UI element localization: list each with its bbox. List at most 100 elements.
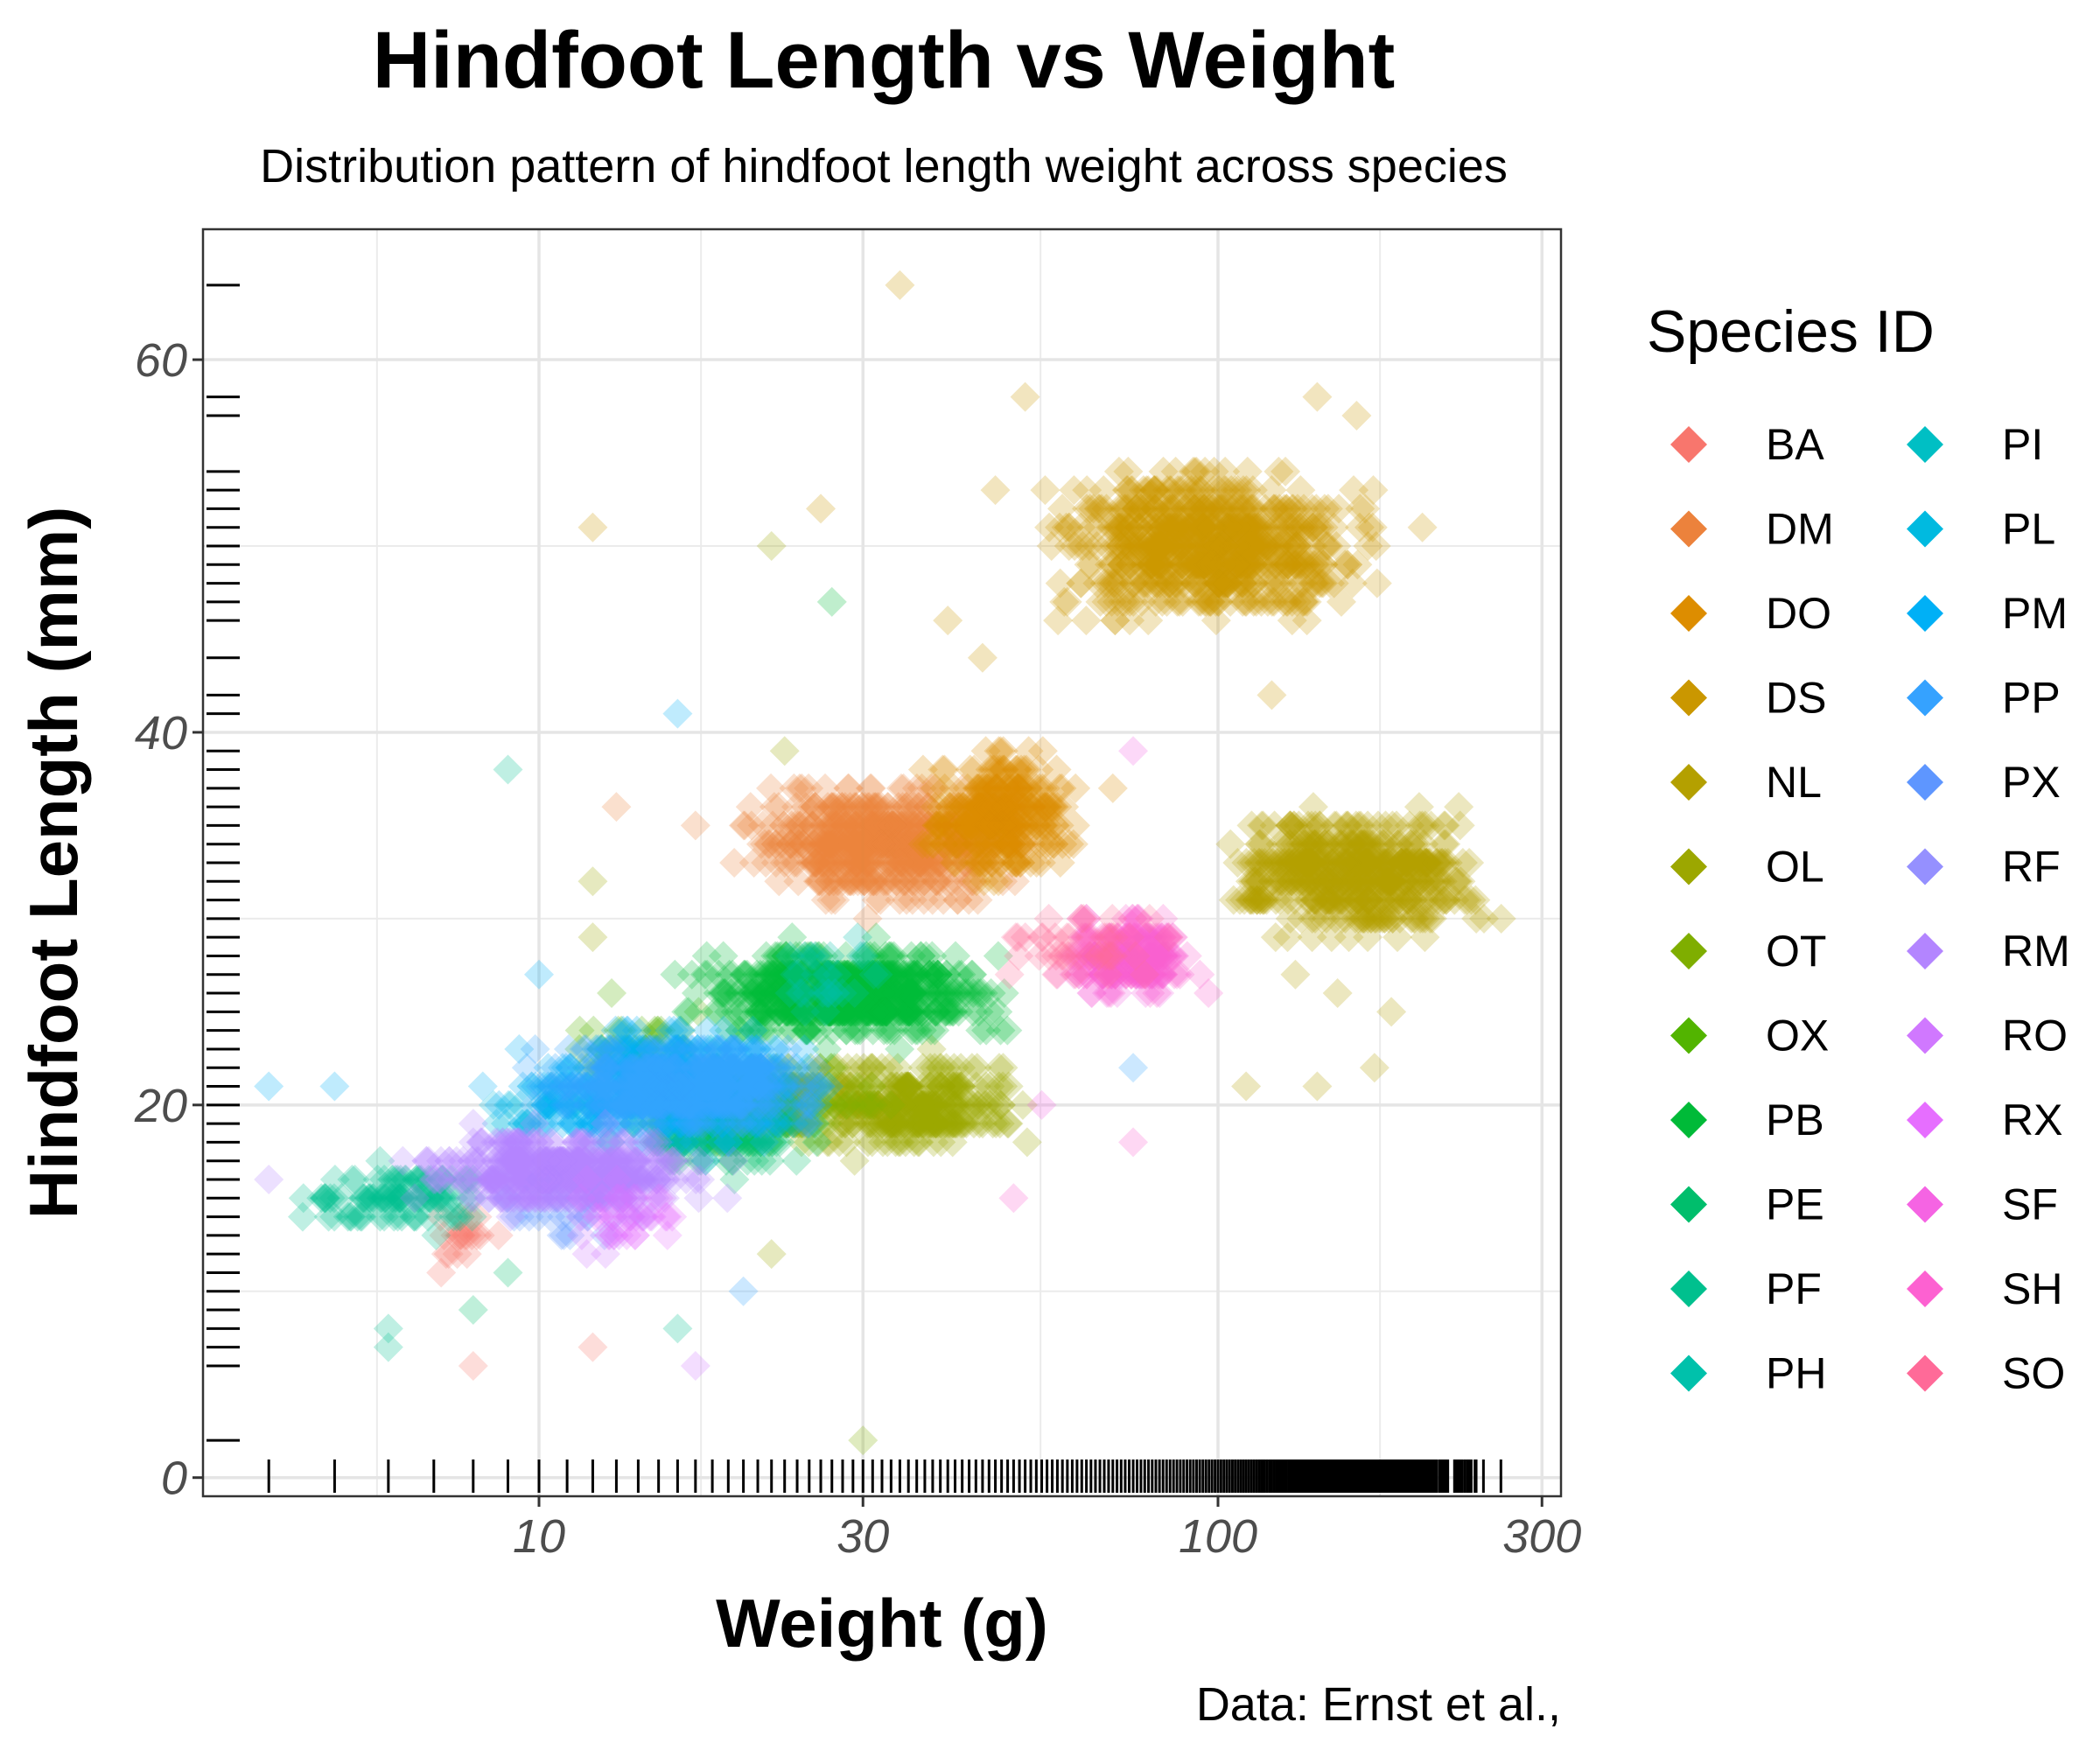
data-point [1000,848,1031,878]
data-point [783,829,814,859]
data-point [1144,550,1175,580]
data-point [850,829,880,859]
data-point [819,792,850,822]
data-point [820,885,850,915]
data-point [1204,568,1235,598]
data-point [817,848,848,878]
data-point [767,829,798,859]
data-point [886,848,916,878]
data-point [1002,810,1032,841]
data-point [972,792,1003,822]
data-point [802,848,832,878]
data-point [954,829,984,859]
data-point [1115,586,1145,617]
data-point [986,810,1017,841]
data-point [1004,792,1034,822]
data-point [812,829,843,859]
data-point [1159,494,1190,524]
data-point [1236,494,1266,524]
data-point [1175,550,1206,580]
data-point [997,773,1027,803]
data-point [822,866,852,897]
data-point [954,885,984,915]
data-point [1238,531,1269,561]
data-point [1027,810,1058,841]
data-point [836,866,866,897]
data-point [1036,792,1067,822]
data-point [887,792,918,822]
data-point [445,1201,476,1232]
data-point [857,848,887,878]
data-point [871,829,901,859]
data-point [875,829,906,859]
data-point [1089,568,1120,598]
data-point [925,810,956,841]
data-point [925,829,956,859]
data-point [975,810,1005,841]
data-point [941,829,971,859]
data-point [809,829,840,859]
data-point [1289,550,1320,580]
data-point [1015,810,1046,841]
data-point [1167,475,1198,506]
data-point [1031,829,1061,859]
data-point [785,810,816,841]
data-point [924,810,955,841]
data-point [899,810,929,841]
data-point [928,754,958,785]
data-point [913,792,943,822]
data-point [982,773,1012,803]
data-point [934,792,965,822]
data-point [445,1220,476,1250]
data-point [931,810,962,841]
data-point [815,829,845,859]
data-point [1118,1053,1149,1083]
data-point [914,829,944,859]
data-point [892,829,923,859]
data-point [817,829,848,859]
data-point [980,792,1011,822]
data-point [821,810,851,841]
data-point [821,810,851,841]
data-point [844,829,874,859]
data-point [981,829,1012,859]
data-point [899,810,929,841]
data-point [962,829,992,859]
data-point [884,829,914,859]
data-point [981,773,1012,803]
data-point [1003,773,1033,803]
data-point [961,810,991,841]
data-point [788,829,818,859]
data-point [892,792,922,822]
data-point [800,829,830,859]
data-point [319,1071,350,1102]
data-point [1047,829,1078,859]
data-point [1133,531,1164,561]
data-point [462,1220,493,1250]
data-point [782,810,813,841]
data-point [847,829,878,859]
data-point [843,866,873,897]
data-point [1116,475,1146,506]
data-point [1228,586,1258,617]
data-point [1039,792,1069,822]
data-point [852,829,883,859]
data-point [997,848,1027,878]
data-point [920,773,950,803]
series-dm [601,773,1040,934]
data-point [837,848,868,878]
data-point [971,810,1002,841]
data-point [808,848,839,878]
data-point [254,1165,284,1194]
data-point [842,848,872,878]
data-point [864,792,894,822]
data-point [760,829,791,859]
data-point [813,792,844,822]
data-point [962,810,993,841]
data-point [1147,512,1178,542]
data-point [978,792,1009,822]
data-point [868,829,899,859]
data-point [985,810,1016,841]
data-point [984,810,1014,841]
data-point [1096,512,1126,542]
